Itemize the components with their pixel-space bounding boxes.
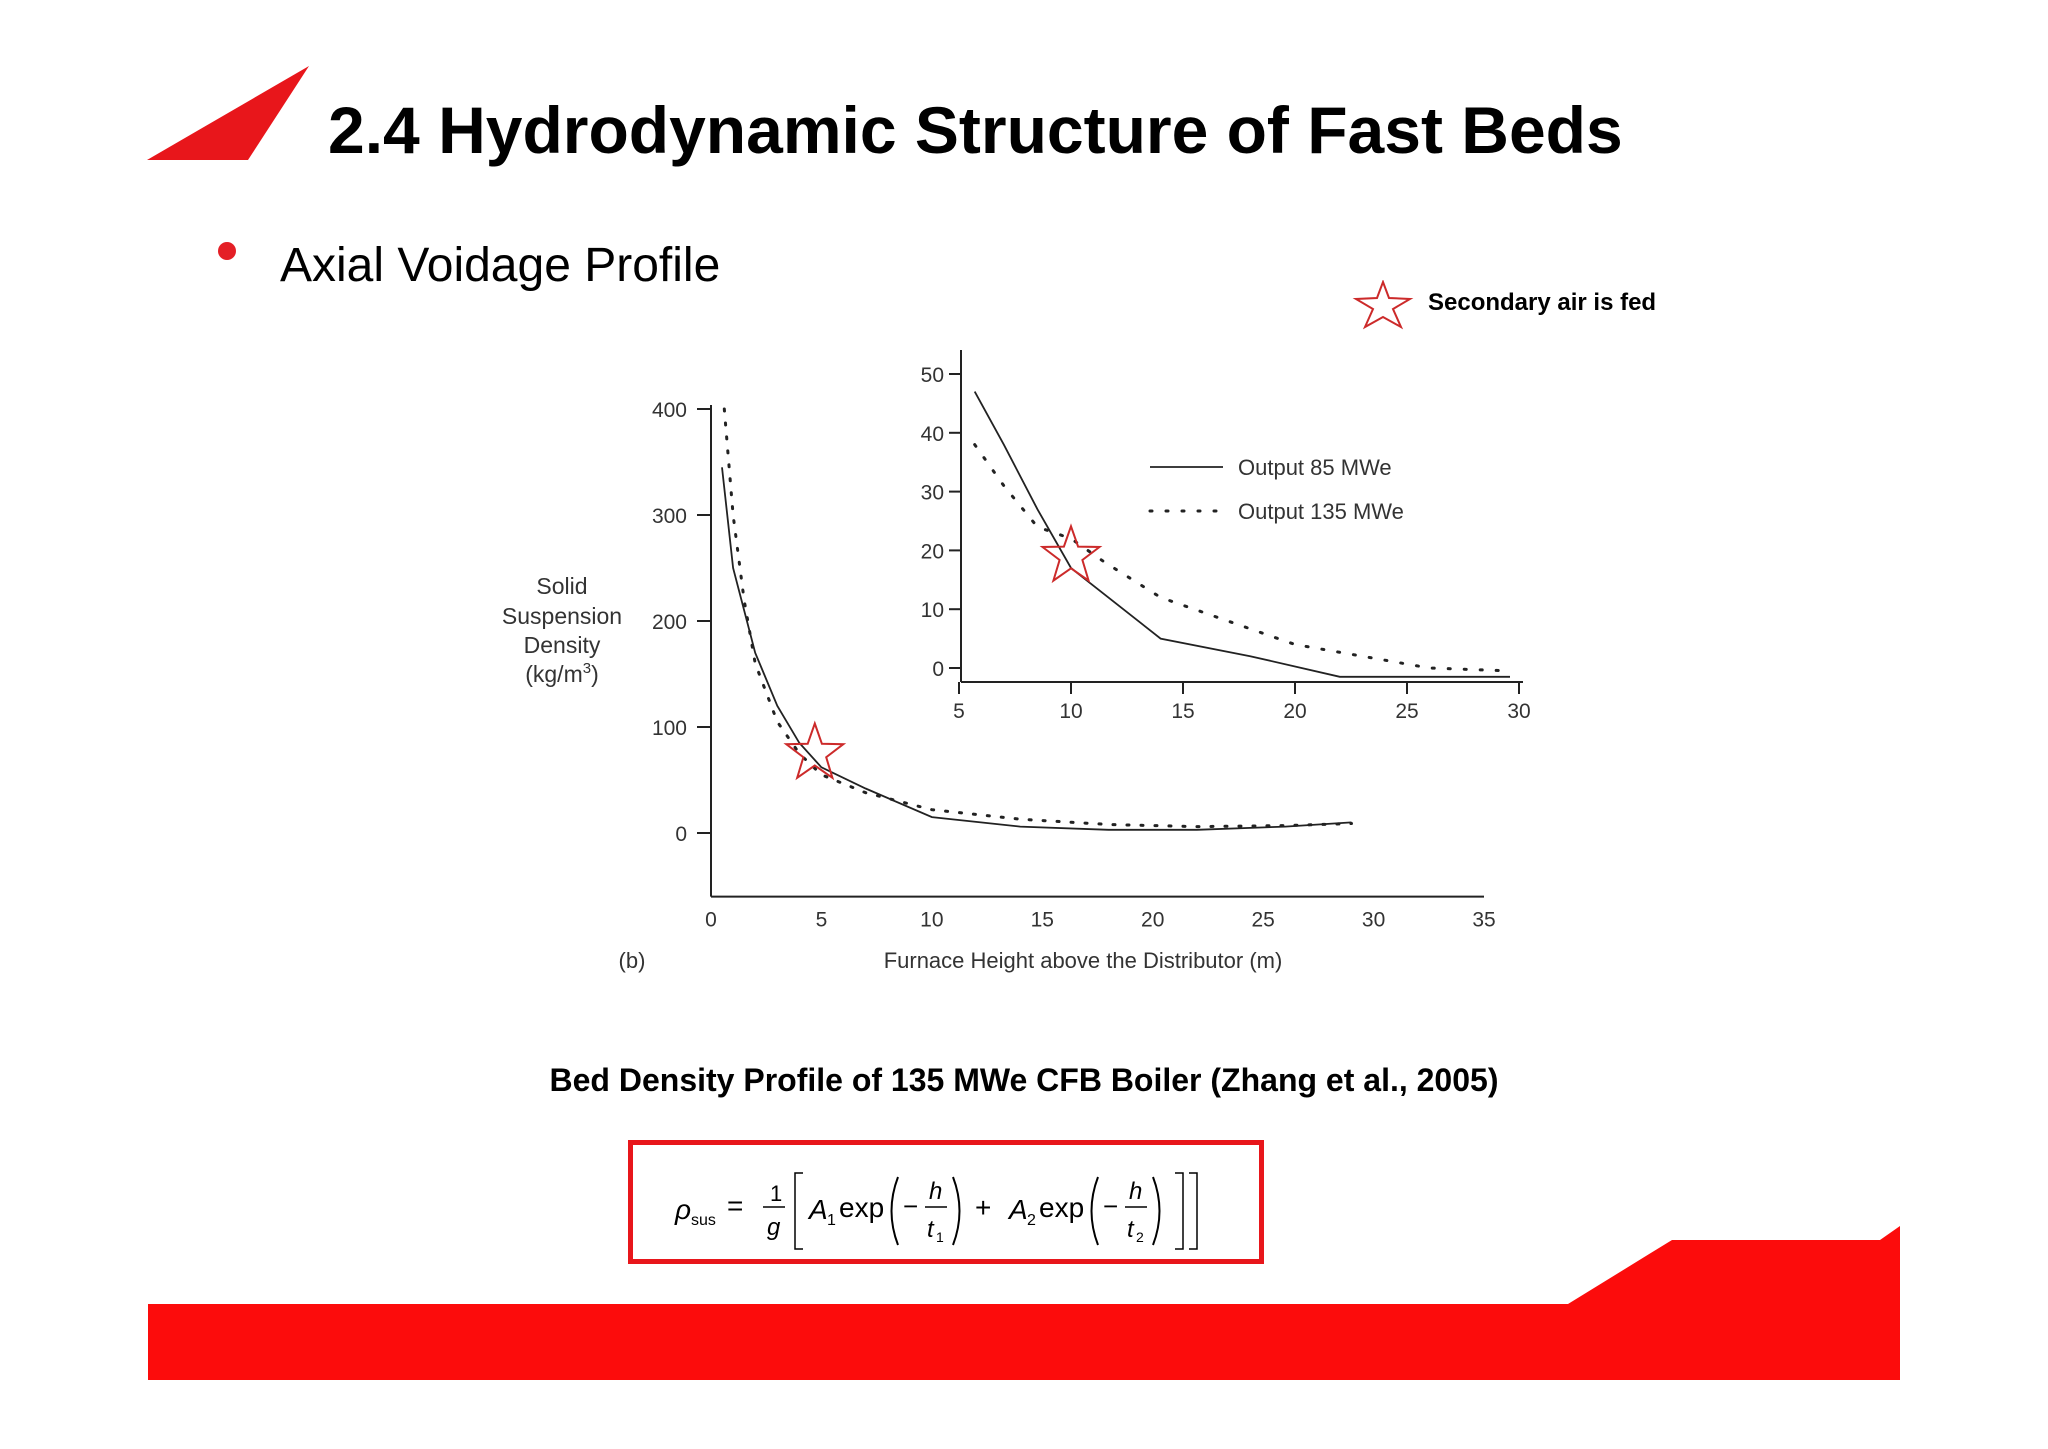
inset-x-tick-label: 10 [1059, 700, 1082, 723]
secondary-air-star-icon [1352, 280, 1414, 330]
formula-A2-sub: 2 [1027, 1212, 1036, 1229]
main-y-tick-label: 400 [652, 399, 687, 422]
figure-caption: Bed Density Profile of 135 MWe CFB Boile… [549, 1062, 1499, 1098]
svg-text:=: = [727, 1190, 743, 1221]
main-series-1-line [721, 467, 1352, 831]
title-red-wedge [147, 66, 309, 160]
formula-exp2: exp [1039, 1192, 1084, 1223]
formula-A1: A [807, 1194, 828, 1225]
main-y-label-line-2: Suspension [502, 603, 622, 629]
main-x-tick-label: 5 [816, 909, 828, 932]
main-x-tick-label: 10 [920, 909, 943, 932]
main-x-label: Furnace Height above the Distributor (m) [884, 948, 1283, 973]
main-x-tick-label: 25 [1251, 909, 1274, 932]
inset-y-tick-label: 20 [921, 540, 944, 563]
formula: ρ sus = 1 g A 1 exp − h t 1 + A 2 exp − … [674, 1172, 1198, 1250]
bullet-dot [218, 242, 236, 260]
formula-rho: ρ [674, 1194, 691, 1225]
main-series-2-line [722, 407, 1353, 829]
bullet-text: Axial Voidage Profile [280, 239, 721, 292]
formula-A1-sub: 1 [827, 1212, 836, 1229]
inset-y-tick-label: 10 [921, 599, 944, 622]
main-x-tick-label: 0 [705, 909, 717, 932]
secondary-air-note: Secondary air is fed [1428, 289, 1657, 316]
inset-y-tick-label: 50 [921, 364, 944, 387]
formula-frac1-num: 1 [770, 1181, 782, 1206]
formula-frac1-den: g [767, 1214, 781, 1241]
main-chart-series [721, 407, 1353, 831]
inset-series-1-line [973, 391, 1510, 678]
formula-A2: A [1007, 1194, 1028, 1225]
formula-t1: t [927, 1216, 935, 1243]
formula-t1-sub: 1 [936, 1229, 944, 1245]
slide-title: 2.4 Hydrodynamic Structure of Fast Beds [328, 93, 1623, 167]
footer-red-band [148, 1226, 1900, 1380]
inset-legend-label-2: Output 135 MWe [1238, 499, 1404, 524]
inset-y-tick-label: 0 [932, 658, 944, 681]
svg-text:+: + [975, 1192, 991, 1223]
inset-chart-axes: 50 40 30 20 10 05 10 15 20 25 30 [921, 350, 1531, 723]
main-y-label-unit: (kg/m3) [525, 660, 599, 687]
main-y-label-line-3: Density [524, 632, 601, 658]
inset-secondary-air-star [1039, 523, 1103, 584]
inset-y-tick-label: 40 [921, 423, 944, 446]
formula-t2-sub: 2 [1136, 1229, 1144, 1245]
inset-x-tick-label: 25 [1395, 700, 1418, 723]
formula-exp1: exp [839, 1192, 884, 1223]
inset-chart-series [973, 391, 1512, 678]
formula-h1: h [929, 1178, 942, 1205]
formula-rho-sub: sus [691, 1212, 716, 1229]
main-y-tick-label: 0 [675, 823, 687, 846]
svg-text:−: − [1103, 1191, 1118, 1221]
main-secondary-air-star [783, 720, 847, 781]
formula-h2: h [1129, 1178, 1142, 1205]
main-y-tick-label: 300 [652, 505, 687, 528]
formula-box: ρ sus = 1 g A 1 exp − h t 1 + A 2 exp − … [628, 1140, 1264, 1264]
inset-x-tick-label: 30 [1507, 700, 1530, 723]
main-y-label-line-1: Solid [536, 573, 587, 599]
main-x-tick-label: 35 [1472, 909, 1495, 932]
formula-t2: t [1127, 1216, 1135, 1243]
inset-series-2-line [973, 443, 1512, 673]
main-chart-labels: Solid Suspension Density(kg/m3) (b) Furnace … [502, 573, 1282, 973]
main-y-tick-label: 100 [652, 717, 687, 740]
main-x-tick-label: 20 [1141, 909, 1164, 932]
inset-x-tick-label: 20 [1283, 700, 1306, 723]
inset-x-tick-label: 15 [1171, 700, 1194, 723]
inset-y-tick-label: 30 [921, 482, 944, 505]
svg-text:−: − [903, 1191, 918, 1221]
inset-x-tick-label: 5 [953, 700, 965, 723]
inset-legend-label-1: Output 85 MWe [1238, 455, 1392, 480]
main-x-tick-label: 15 [1031, 909, 1054, 932]
main-y-tick-label: 200 [652, 611, 687, 634]
inset-chart-legend: Output 85 MWe Output 135 MWe [1148, 455, 1404, 524]
main-x-tick-label: 30 [1362, 909, 1385, 932]
main-panel-label: (b) [619, 948, 646, 973]
